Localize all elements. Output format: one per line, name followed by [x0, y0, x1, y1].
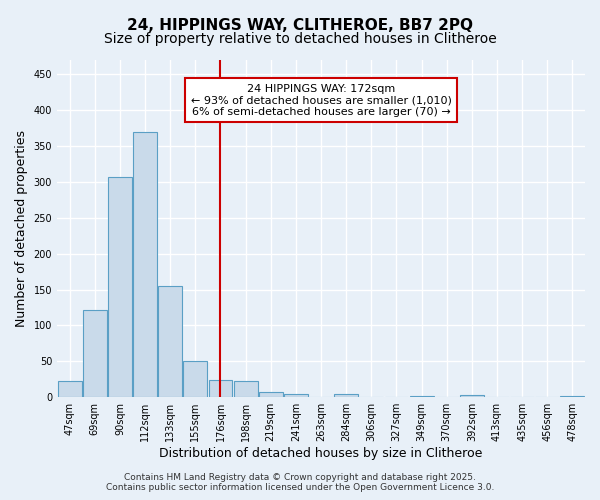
- Bar: [334, 394, 358, 397]
- Bar: [259, 392, 283, 397]
- Text: 24 HIPPINGS WAY: 172sqm
← 93% of detached houses are smaller (1,010)
6% of semi-: 24 HIPPINGS WAY: 172sqm ← 93% of detache…: [191, 84, 451, 117]
- Y-axis label: Number of detached properties: Number of detached properties: [15, 130, 28, 327]
- Bar: [209, 380, 232, 397]
- Bar: [58, 382, 82, 397]
- Bar: [560, 396, 584, 397]
- X-axis label: Distribution of detached houses by size in Clitheroe: Distribution of detached houses by size …: [160, 447, 483, 460]
- Bar: [83, 310, 107, 397]
- Bar: [460, 395, 484, 397]
- Bar: [284, 394, 308, 397]
- Bar: [108, 177, 132, 397]
- Bar: [133, 132, 157, 397]
- Text: 24, HIPPINGS WAY, CLITHEROE, BB7 2PQ: 24, HIPPINGS WAY, CLITHEROE, BB7 2PQ: [127, 18, 473, 32]
- Bar: [410, 396, 434, 397]
- Bar: [184, 362, 207, 397]
- Bar: [233, 380, 257, 397]
- Text: Contains HM Land Registry data © Crown copyright and database right 2025.
Contai: Contains HM Land Registry data © Crown c…: [106, 473, 494, 492]
- Bar: [158, 286, 182, 397]
- Text: Size of property relative to detached houses in Clitheroe: Size of property relative to detached ho…: [104, 32, 496, 46]
